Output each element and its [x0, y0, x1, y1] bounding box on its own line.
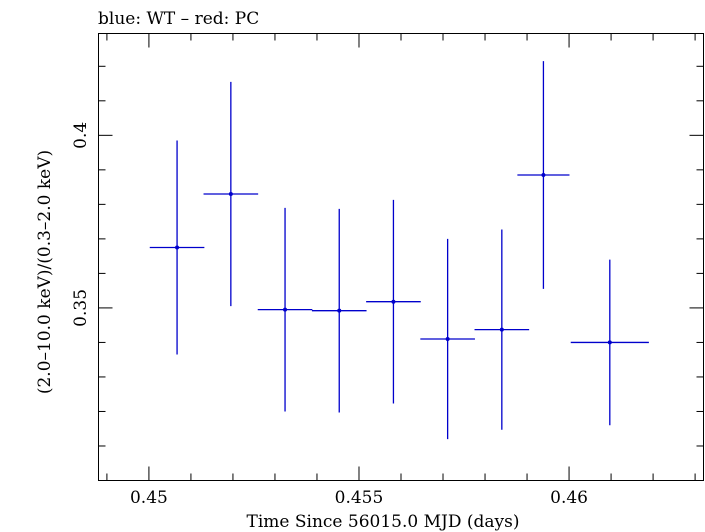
data-point: [203, 81, 259, 307]
point-marker: [337, 308, 342, 313]
data-point: [517, 61, 570, 289]
axis-ticks: [98, 33, 704, 481]
point-marker: [391, 299, 396, 304]
point-marker: [445, 336, 450, 341]
data-point: [149, 140, 205, 355]
chart-title: blue: WT – red: PC: [98, 9, 259, 29]
point-marker: [175, 245, 180, 250]
data-point: [474, 229, 530, 430]
point-marker: [499, 327, 504, 332]
point-marker: [607, 340, 612, 345]
y-tick-label: 0.4: [71, 122, 91, 149]
y-axis-label: (2.0–10.0 keV)/(0.3–2.0 keV): [35, 150, 55, 394]
data-point: [420, 238, 475, 440]
x-tick-label: 0.45: [130, 488, 168, 508]
data-point: [311, 208, 367, 413]
data-point: [257, 207, 313, 412]
data-point: [570, 259, 649, 426]
data-point: [366, 199, 421, 404]
x-tick-label: 0.455: [335, 488, 384, 508]
x-tick-label: 0.46: [550, 488, 588, 508]
point-marker: [541, 173, 546, 178]
data-points: [149, 61, 649, 440]
x-axis-label: Time Since 56015.0 MJD (days): [247, 512, 520, 532]
point-marker: [283, 307, 288, 312]
plot-frame: [98, 33, 704, 481]
tick-labels: 0.45 0.455 0.46 0.35 0.4: [71, 122, 588, 508]
point-marker: [228, 192, 233, 197]
y-tick-label: 0.35: [71, 289, 91, 327]
